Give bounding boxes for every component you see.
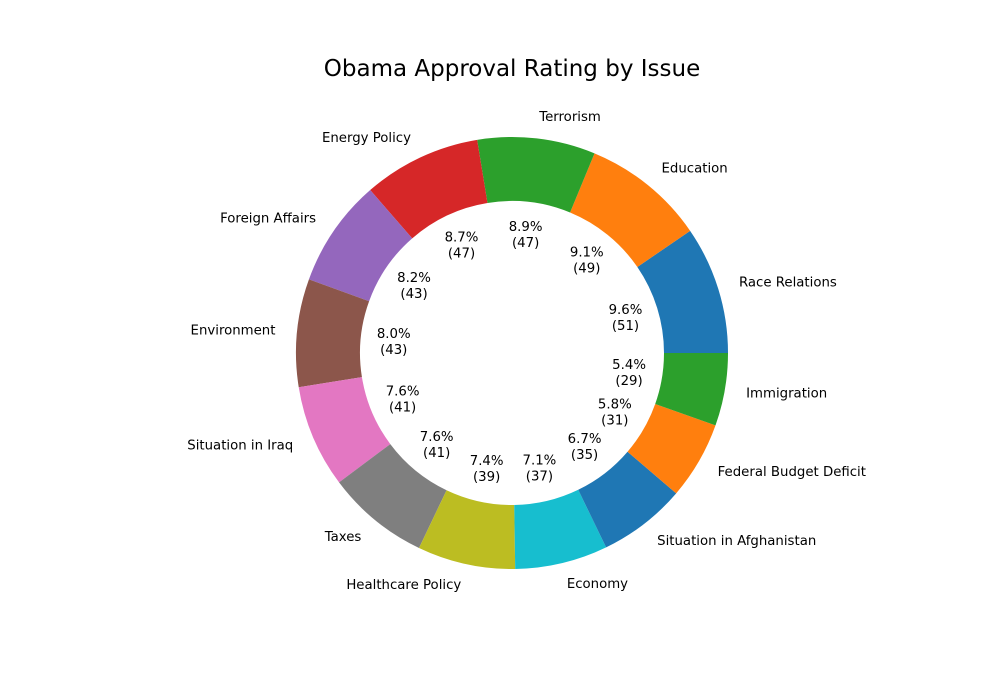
- percent-label-taxes: 7.6%: [420, 430, 454, 445]
- value-label-situation-in-afghanistan: (35): [571, 448, 598, 463]
- chart-title: Obama Approval Rating by Issue: [324, 56, 700, 82]
- value-label-foreign-affairs: (43): [400, 287, 427, 302]
- percent-label-race-relations: 9.6%: [609, 303, 643, 318]
- label-energy-policy: Energy Policy: [322, 131, 411, 146]
- label-environment: Environment: [191, 324, 276, 339]
- slice-immigration: [655, 353, 728, 426]
- label-race-relations: Race Relations: [739, 276, 837, 291]
- percent-label-federal-budget-deficit: 5.8%: [598, 398, 632, 413]
- slice-taxes: [339, 444, 447, 548]
- value-label-terrorism: (47): [512, 236, 539, 251]
- slice-education: [570, 153, 691, 268]
- percent-label-immigration: 5.4%: [612, 358, 646, 373]
- slice-foreign-affairs: [308, 190, 413, 302]
- value-label-situation-in-iraq: (41): [389, 400, 416, 415]
- slice-economy: [514, 489, 607, 569]
- label-healthcare-policy: Healthcare Policy: [346, 578, 461, 593]
- percent-label-foreign-affairs: 8.2%: [397, 271, 431, 286]
- label-terrorism: Terrorism: [538, 110, 601, 125]
- slice-environment: [296, 279, 370, 388]
- slice-healthcare-policy: [419, 490, 516, 569]
- slice-terrorism: [477, 136, 595, 213]
- label-federal-budget-deficit: Federal Budget Deficit: [718, 465, 866, 480]
- percent-label-situation-in-iraq: 7.6%: [386, 384, 420, 399]
- value-label-immigration: (29): [615, 374, 642, 389]
- percent-label-education: 9.1%: [570, 246, 604, 261]
- value-label-taxes: (41): [423, 446, 450, 461]
- percent-label-economy: 7.1%: [523, 454, 557, 469]
- slices-group: [296, 136, 728, 569]
- slice-situation-in-afghanistan: [578, 451, 677, 548]
- percent-label-energy-policy: 8.7%: [445, 230, 479, 245]
- label-immigration: Immigration: [746, 386, 827, 401]
- label-situation-in-afghanistan: Situation in Afghanistan: [657, 534, 816, 549]
- label-economy: Economy: [567, 577, 628, 592]
- value-label-healthcare-policy: (39): [473, 470, 500, 485]
- value-label-economy: (37): [526, 470, 553, 485]
- labels-group: Race Relations 9.6%(51) Education 9.1%(49) T…: [187, 110, 866, 593]
- percent-label-situation-in-afghanistan: 6.7%: [568, 432, 602, 447]
- value-label-federal-budget-deficit: (31): [601, 414, 628, 429]
- percent-label-terrorism: 8.9%: [509, 220, 543, 235]
- value-label-race-relations: (51): [612, 319, 639, 334]
- value-label-energy-policy: (47): [448, 246, 475, 261]
- value-label-education: (49): [573, 262, 600, 277]
- value-label-environment: (43): [380, 343, 407, 358]
- label-taxes: Taxes: [324, 530, 362, 545]
- percent-label-healthcare-policy: 7.4%: [470, 454, 504, 469]
- label-education: Education: [662, 161, 728, 176]
- slice-energy-policy: [370, 139, 488, 239]
- label-situation-in-iraq: Situation in Iraq: [187, 439, 293, 454]
- slice-situation-in-iraq: [298, 377, 391, 483]
- slice-race-relations: [637, 230, 728, 353]
- percent-label-environment: 8.0%: [377, 327, 411, 342]
- label-foreign-affairs: Foreign Affairs: [220, 212, 316, 227]
- slice-federal-budget-deficit: [627, 403, 716, 494]
